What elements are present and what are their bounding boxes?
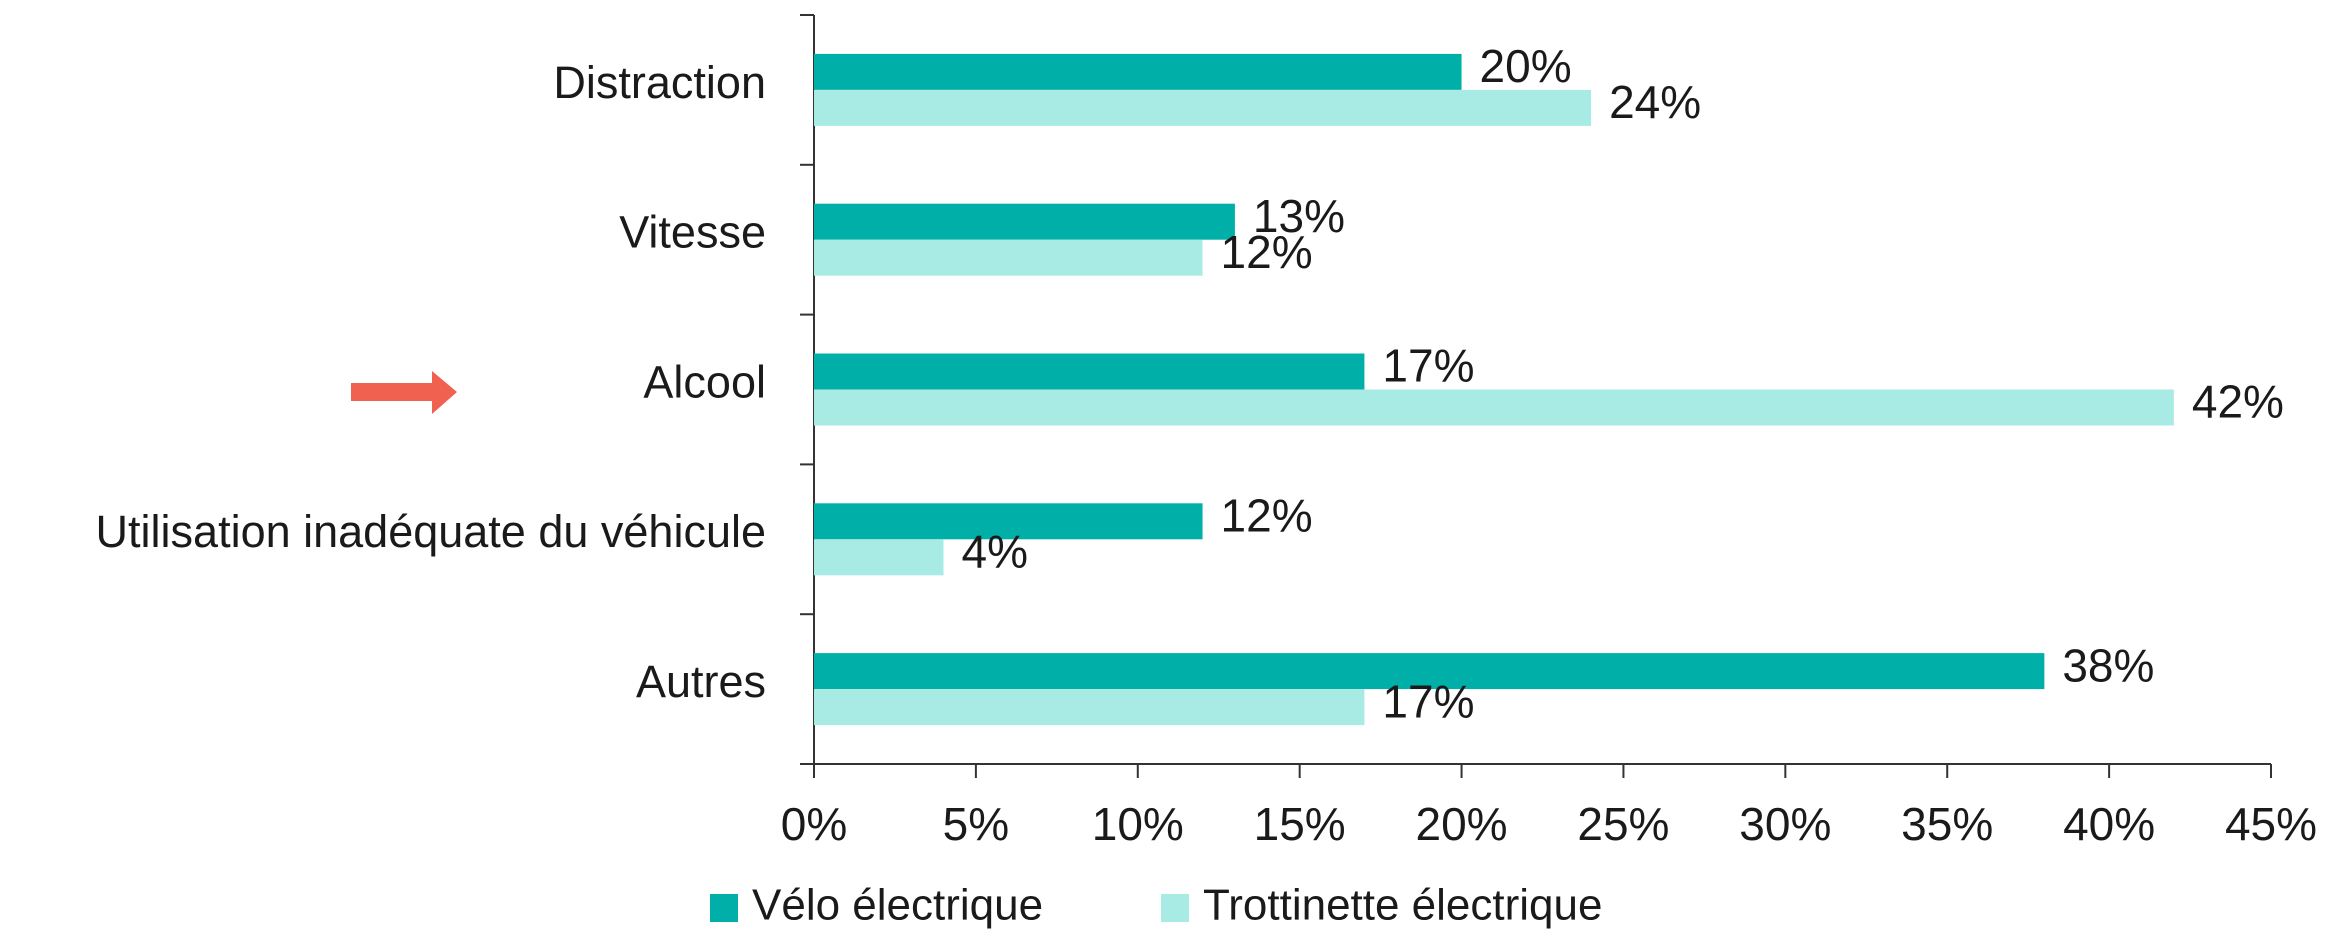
legend-swatch [710, 894, 738, 922]
bar [814, 203, 1235, 240]
legend-label: Vélo électrique [752, 881, 1043, 930]
x-tick-label: 30% [1739, 798, 1831, 850]
x-tick-label: 25% [1577, 798, 1669, 850]
x-tick-label: 45% [2225, 798, 2317, 850]
category-label: Distraction [553, 57, 766, 108]
category-label: Autres [636, 656, 766, 707]
legend-swatch [1161, 894, 1189, 922]
legend-label: Trottinette électrique [1203, 881, 1602, 930]
value-label: 24% [1609, 76, 1701, 128]
bar [814, 503, 1203, 540]
category-label: Utilisation inadéquate du véhicule [96, 506, 766, 557]
value-label: 38% [2062, 639, 2154, 691]
value-label: 4% [962, 525, 1028, 577]
x-tick-label: 0% [781, 798, 847, 850]
value-label: 17% [1382, 675, 1474, 727]
bar [814, 239, 1203, 276]
category-label: Alcool [643, 356, 766, 407]
value-label: 13% [1253, 190, 1345, 242]
bar [814, 653, 2045, 690]
value-label: 12% [1221, 226, 1313, 278]
x-tick-label: 15% [1254, 798, 1346, 850]
bar [814, 389, 2174, 426]
bar [814, 53, 1462, 90]
x-tick-label: 10% [1092, 798, 1184, 850]
x-tick-label: 35% [1901, 798, 1993, 850]
value-label: 17% [1382, 340, 1474, 392]
value-label: 20% [1480, 40, 1572, 92]
bar [814, 353, 1365, 390]
bar [814, 539, 944, 576]
x-tick-label: 20% [1416, 798, 1508, 850]
bar [814, 689, 1365, 726]
value-label: 12% [1221, 489, 1313, 541]
value-label: 42% [2192, 376, 2284, 428]
x-tick-label: 5% [943, 798, 1009, 850]
x-tick-label: 40% [2063, 798, 2155, 850]
category-label: Vitesse [619, 207, 766, 258]
bar [814, 89, 1592, 126]
arrow [351, 371, 457, 414]
